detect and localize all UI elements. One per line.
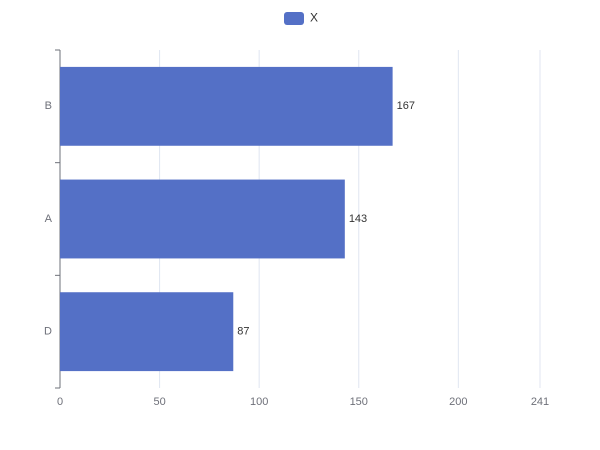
y-tick-label: A [45,213,53,225]
y-tick-label: D [44,326,52,338]
legend-swatch[interactable] [284,12,304,25]
value-label: 167 [397,100,415,112]
legend-label[interactable]: X [310,11,318,25]
bar [60,292,234,372]
x-tick-label: 100 [250,396,268,408]
value-label: 87 [237,326,249,338]
bar [60,179,345,259]
x-tick-label: 241 [531,396,549,408]
x-tick-label: 0 [57,396,63,408]
y-tick-label: B [45,100,52,112]
x-tick-label: 200 [449,396,467,408]
value-label: 143 [349,213,367,225]
x-tick-label: 150 [350,396,368,408]
x-tick-label: 50 [153,396,165,408]
bar [60,66,393,146]
